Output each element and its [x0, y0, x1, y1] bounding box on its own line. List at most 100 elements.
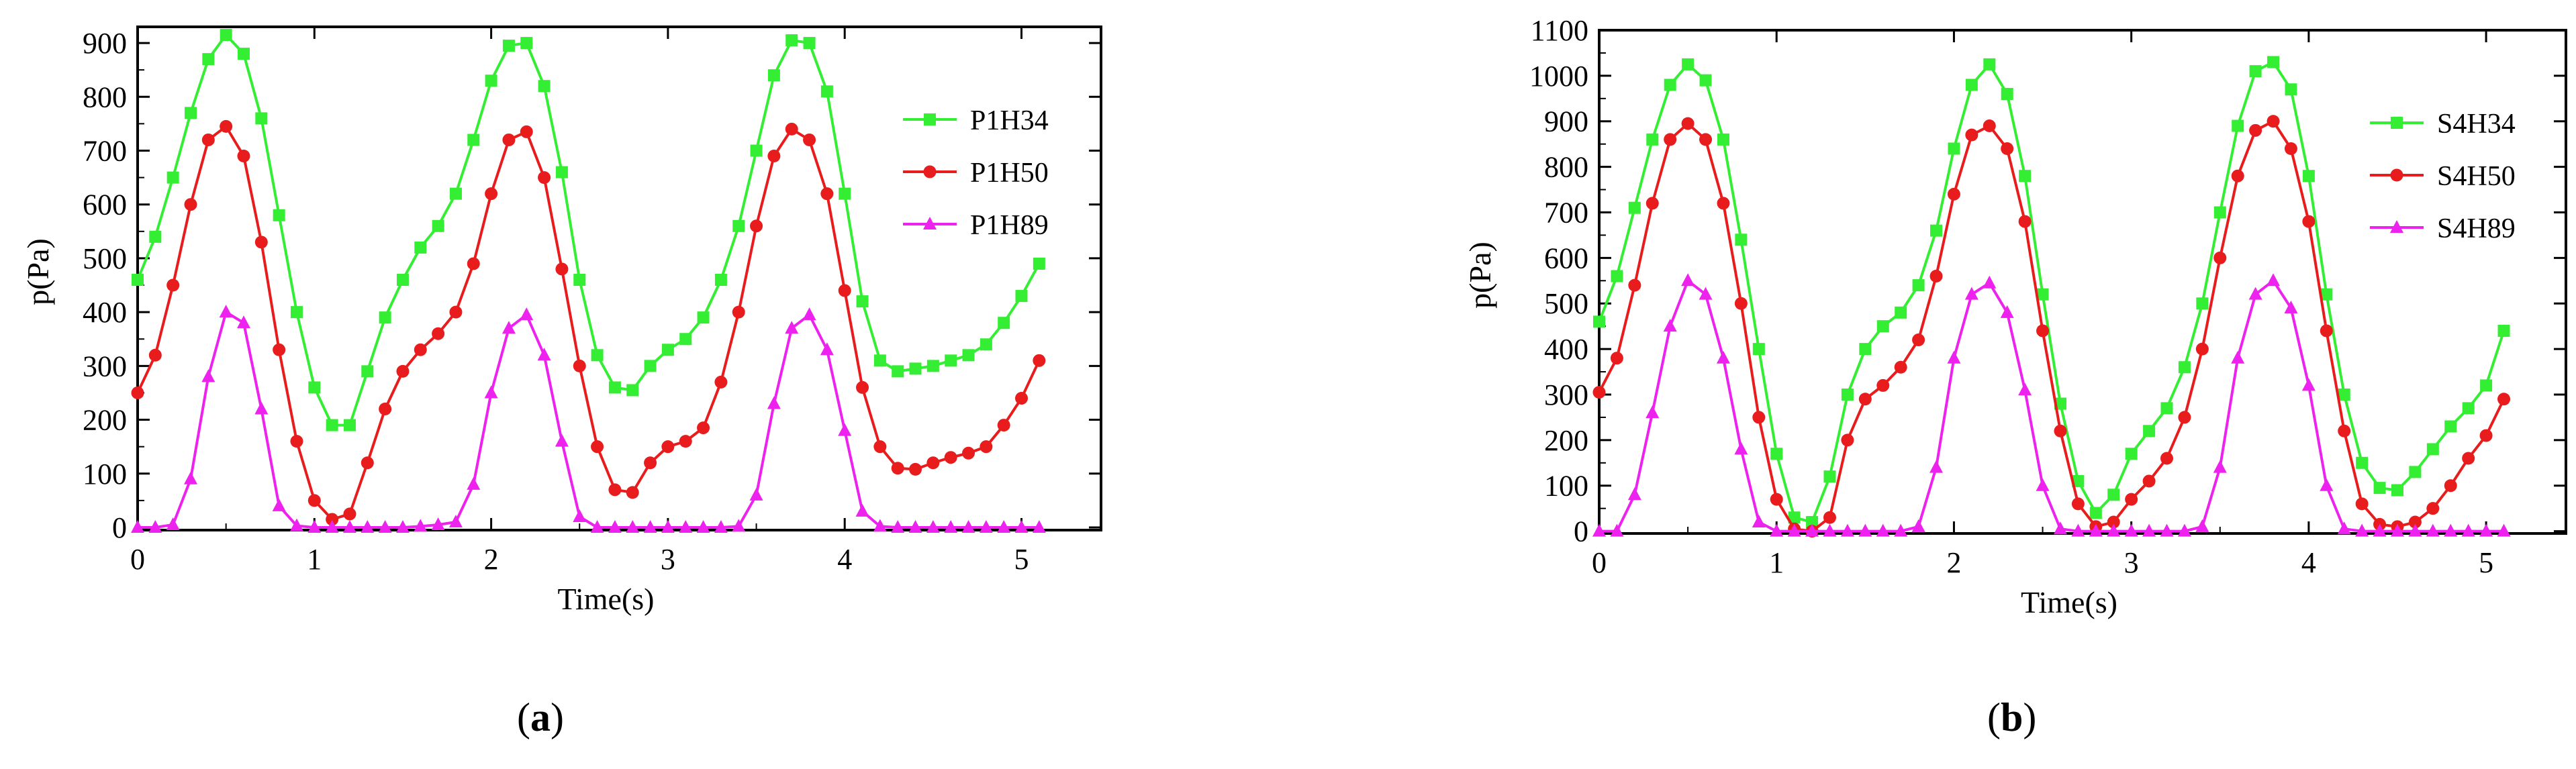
data-point — [1734, 442, 1748, 455]
data-point — [1628, 201, 1641, 214]
series-S4H34 — [1593, 56, 2510, 529]
data-point — [1948, 142, 1960, 155]
data-point — [1681, 117, 1695, 130]
caption-b-letter: b — [2000, 695, 2023, 739]
legend-item: S4H89 — [2370, 213, 2516, 244]
y-axis-label: p(Pa) — [21, 238, 55, 305]
data-point — [1592, 386, 1606, 399]
data-point — [1894, 360, 1907, 374]
data-point — [2302, 170, 2315, 183]
data-point — [573, 274, 586, 287]
data-point — [1787, 523, 1801, 537]
y-tick-label: 1000 — [1529, 60, 1588, 93]
data-point — [1876, 378, 1890, 392]
data-point — [608, 483, 622, 497]
data-point — [2018, 215, 2032, 228]
data-point — [820, 187, 834, 201]
x-tick-label: 3 — [2124, 546, 2139, 579]
panel-b: 0 1 2 3 4 5 0 100 200 300 400 500 600 700 800 900 1000 11… — [1289, 0, 2576, 769]
y-tick-label: 700 — [83, 134, 127, 167]
data-point — [2125, 493, 2138, 506]
data-point — [2497, 523, 2511, 537]
data-point — [1858, 523, 1872, 537]
legend-item: P1H50 — [903, 158, 1049, 189]
series-line — [1598, 119, 2506, 533]
data-point — [237, 150, 250, 163]
data-point — [1806, 516, 1819, 529]
data-point — [555, 262, 569, 276]
data-point — [1663, 319, 1677, 332]
x-tick-label: 1 — [1769, 546, 1784, 579]
data-point — [166, 278, 180, 292]
y-tick-label: 900 — [83, 27, 127, 60]
caption-a: (a) — [517, 695, 564, 739]
data-point — [785, 122, 798, 136]
panel-a: 0 1 2 3 4 5 0 100 200 300 400 500 600 700 800 900 Time(s… — [21, 25, 1102, 739]
data-point — [290, 435, 303, 448]
data-point — [873, 519, 887, 532]
data-point — [538, 171, 551, 185]
data-point — [2248, 287, 2262, 300]
data-point — [273, 343, 286, 356]
data-point — [1611, 270, 1623, 283]
data-point — [254, 236, 268, 249]
data-point — [414, 241, 427, 254]
data-point — [1735, 234, 1748, 246]
data-point — [1841, 388, 1854, 401]
data-point — [891, 519, 905, 533]
data-point — [2462, 452, 2475, 465]
data-point — [1592, 523, 1606, 537]
data-point — [2054, 424, 2067, 438]
data-point — [1752, 343, 1765, 356]
data-point — [502, 321, 516, 334]
data-point — [892, 365, 904, 378]
data-point — [2409, 466, 2422, 478]
data-point — [290, 306, 303, 319]
data-point — [2125, 448, 2138, 460]
data-point — [2462, 402, 2475, 415]
data-point — [980, 338, 992, 351]
data-point — [149, 230, 162, 243]
data-point — [1823, 470, 1836, 483]
chart-a: 0 1 2 3 4 5 0 100 200 300 400 500 600 700 800 900 Time(s… — [21, 25, 1102, 616]
x-axis-label: Time(s) — [558, 582, 655, 616]
data-point — [2053, 521, 2067, 535]
data-point — [2019, 170, 2032, 183]
legend-marker — [2391, 117, 2403, 129]
data-point — [2036, 324, 2050, 338]
data-point — [750, 219, 763, 233]
y-tick-label: 200 — [83, 404, 127, 437]
data-point — [1770, 493, 1783, 506]
data-point — [342, 519, 356, 533]
data-point — [1912, 334, 1925, 347]
data-point — [1681, 273, 1695, 287]
legend-label: P1H34 — [970, 105, 1049, 136]
data-point — [379, 403, 392, 416]
series-P1H89 — [131, 305, 1046, 533]
data-point — [432, 219, 444, 232]
y-tick-label: 500 — [1544, 287, 1588, 320]
data-point — [626, 519, 640, 533]
y-tick-label: 500 — [83, 242, 127, 275]
x-tick-label: 5 — [1014, 543, 1029, 576]
data-point — [1929, 460, 1944, 473]
data-point — [379, 311, 391, 324]
data-point — [273, 209, 285, 221]
data-point — [220, 29, 232, 42]
data-point — [2232, 119, 2244, 132]
data-point — [591, 349, 604, 362]
data-point — [201, 369, 216, 382]
data-point — [998, 317, 1010, 329]
data-point — [184, 107, 197, 119]
data-point — [2355, 523, 2369, 537]
data-point — [661, 344, 674, 356]
data-point — [183, 471, 197, 484]
data-point — [926, 456, 940, 470]
legend-label: S4H89 — [2437, 213, 2516, 244]
data-point — [414, 519, 428, 532]
data-point — [2196, 297, 2209, 310]
data-point — [679, 333, 692, 346]
data-point — [2071, 523, 2085, 537]
data-point — [467, 134, 480, 146]
data-point — [1895, 306, 1907, 319]
